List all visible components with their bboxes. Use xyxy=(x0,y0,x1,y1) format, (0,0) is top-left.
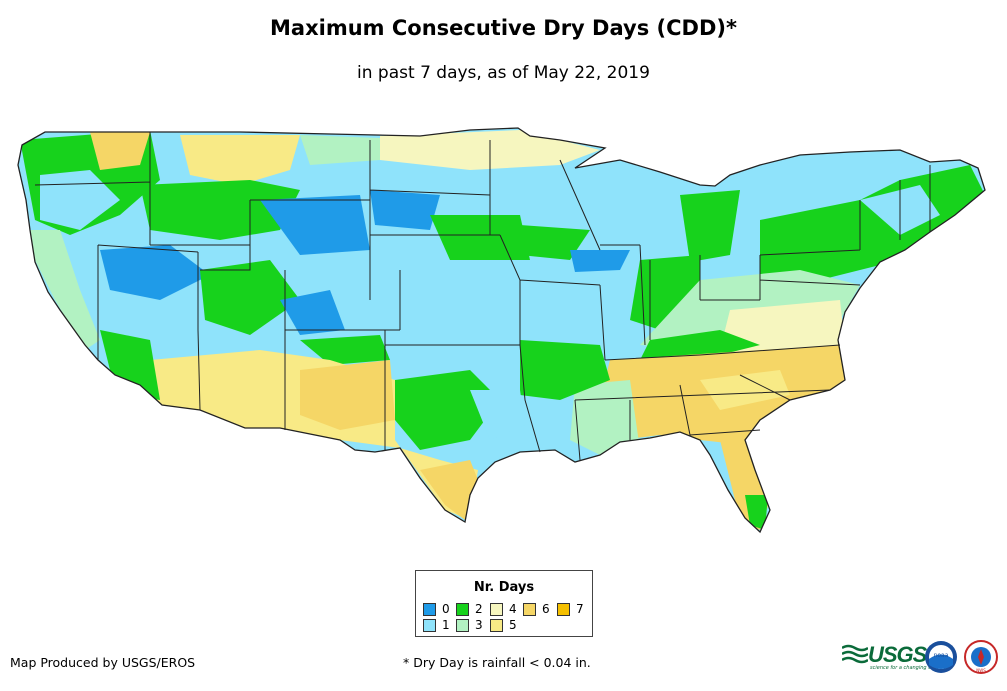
legend-swatch-5 xyxy=(490,618,503,632)
zone-wyoming-0 xyxy=(260,195,370,255)
legend-swatch-6 xyxy=(523,602,536,616)
zone-ca-coast xyxy=(30,230,100,350)
map-credit: Map Produced by USGS/EROS xyxy=(10,655,196,670)
usgs-wordmark: USGS xyxy=(868,642,927,667)
map-title: Maximum Consecutive Dry Days (CDD)* xyxy=(270,16,737,40)
zone-e-texas-1 xyxy=(470,390,525,440)
zone-new-mexico xyxy=(300,360,395,430)
zone-s-florida xyxy=(745,495,768,530)
noaa-text: noaa xyxy=(934,652,949,659)
zone-montana xyxy=(180,135,300,185)
usgs-wave-icon xyxy=(842,644,868,664)
legend-item-0: 0 xyxy=(423,602,450,616)
legend-item-6: 6 xyxy=(523,602,550,616)
legend-item-5: 5 xyxy=(490,618,517,632)
nws-text: NWS xyxy=(976,668,986,673)
legend-label-0: 0 xyxy=(442,602,450,616)
zone-michigan xyxy=(680,190,740,262)
legend: Nr. Days 0 1 2 3 4 5 6 7 xyxy=(415,570,593,637)
zone-s-texas xyxy=(420,460,478,520)
zone-northeast xyxy=(760,165,985,280)
zone-pacific-nw-inner xyxy=(40,170,120,230)
zone-georgia xyxy=(700,370,790,410)
cdd-zones xyxy=(18,128,985,532)
zone-arkansas xyxy=(520,340,610,400)
legend-item-1: 1 xyxy=(423,618,450,632)
zone-n-idaho xyxy=(90,132,150,170)
legend-label-7: 7 xyxy=(576,602,584,616)
map-subtitle: in past 7 days, as of May 22, 2019 xyxy=(357,63,650,83)
state-borders xyxy=(17,127,986,534)
zone-socal xyxy=(100,330,160,400)
zone-colorado-0 xyxy=(280,290,345,335)
zone-idaho-wyoming xyxy=(140,180,300,240)
legend-swatch-0 xyxy=(423,602,436,616)
legend-swatch-7 xyxy=(557,602,570,616)
legend-swatch-1 xyxy=(423,618,436,632)
legend-title: Nr. Days xyxy=(473,580,535,595)
legend-item-2: 2 xyxy=(456,602,483,616)
us-map xyxy=(17,127,986,534)
zone-s-dakota-0 xyxy=(370,190,440,230)
dry-day-footnote: * Dry Day is rainfall < 0.04 in. xyxy=(403,655,591,670)
nws-logo-icon: NWS xyxy=(964,640,998,674)
legend-label-6: 6 xyxy=(542,602,550,616)
zone-e-montana xyxy=(300,135,380,165)
noaa-logo-icon: noaa xyxy=(925,641,957,673)
legend-swatch-4 xyxy=(490,602,503,616)
legend-label-3: 3 xyxy=(475,618,483,632)
usgs-logo: USGS science for a changing world xyxy=(842,642,942,671)
zone-nebraska xyxy=(430,215,530,260)
legend-label-5: 5 xyxy=(509,618,517,632)
zone-nevada-0 xyxy=(100,245,210,300)
legend-swatch-3 xyxy=(456,618,469,632)
legend-item-3: 3 xyxy=(456,618,483,632)
legend-label-2: 2 xyxy=(475,602,483,616)
zone-utah xyxy=(200,260,300,335)
legend-item-4: 4 xyxy=(490,602,517,616)
zone-ok-panhandle xyxy=(300,335,390,365)
legend-item-7: 7 xyxy=(557,602,584,616)
zone-illinois-0 xyxy=(570,250,630,272)
zone-virginia xyxy=(720,300,845,355)
legend-label-1: 1 xyxy=(442,618,450,632)
zone-desert-southwest xyxy=(140,350,478,520)
legend-label-4: 4 xyxy=(509,602,517,616)
usgs-tagline: science for a changing world xyxy=(870,665,942,671)
legend-swatch-2 xyxy=(456,602,469,616)
zone-mississippi xyxy=(570,380,640,455)
